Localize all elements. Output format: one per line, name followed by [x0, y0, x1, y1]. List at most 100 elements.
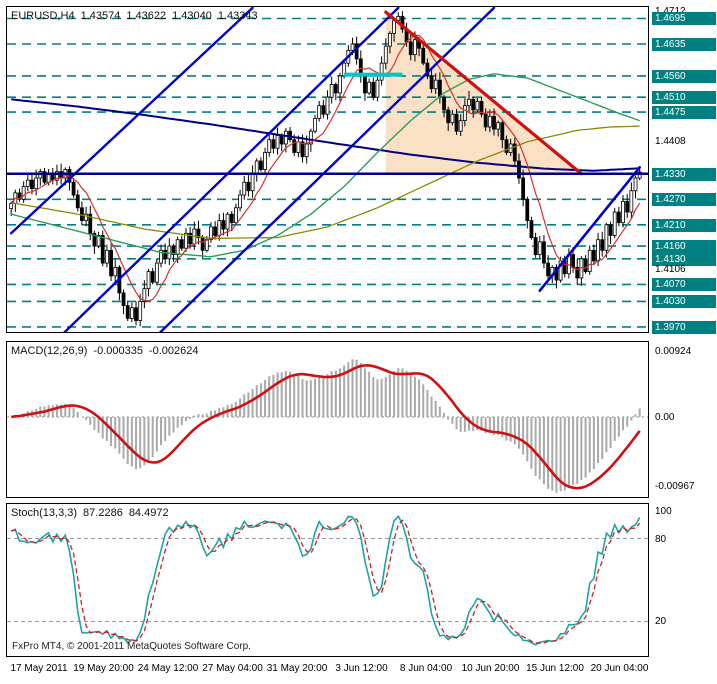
candle-body — [371, 81, 376, 98]
candle-body — [188, 232, 193, 245]
time-axis[interactable]: 17 May 2011 19 May 20:00 24 May 12:00 27 Ma… — [6, 659, 711, 681]
ascending-channel-2-trendline[interactable] — [57, 7, 400, 332]
stochastic-axis[interactable]: 100 80 20 — [652, 503, 716, 657]
candle-body — [504, 139, 509, 153]
price-level-chip: 1.4160 — [652, 240, 716, 254]
low-value: 1.43040 — [172, 10, 212, 22]
macd-axis[interactable]: 0.00924 0.00 -0.00967 — [652, 341, 716, 498]
stoch-k-line[interactable] — [10, 514, 641, 646]
ma-olive-line[interactable] — [11, 125, 640, 240]
candle-body — [134, 307, 138, 321]
candle-body — [612, 211, 617, 236]
candle-body — [629, 190, 634, 213]
stochastic-title: Stoch(13,3,3) 87.2286 84.4972 — [11, 507, 175, 519]
ma-navy-line[interactable] — [11, 98, 640, 172]
candle-body — [454, 113, 459, 132]
candle-body — [80, 207, 84, 221]
candle-body — [517, 160, 521, 179]
macd-signal-line[interactable] — [10, 364, 641, 490]
candle-body — [42, 171, 47, 183]
high-value: 1.43622 — [126, 10, 167, 22]
candle-body — [475, 101, 480, 111]
candle-body — [450, 113, 455, 124]
candle-body — [375, 79, 380, 98]
candle-body — [383, 45, 388, 64]
price-axis-tick: 1.4712 — [655, 5, 716, 18]
macd-axis-tick: 0.00924 — [655, 346, 692, 357]
stoch-axis-tick: 20 — [655, 616, 667, 628]
candle-body — [55, 171, 59, 181]
price-level-chip: 1.4510 — [652, 91, 716, 105]
candle-body — [462, 105, 467, 121]
macd-panel[interactable] — [6, 341, 649, 498]
candle-body — [467, 98, 471, 107]
candle-body — [88, 213, 93, 234]
candle-body — [587, 249, 592, 272]
candle-body — [616, 211, 621, 224]
candle-body — [150, 271, 155, 283]
candle-body — [525, 198, 530, 221]
candle-body — [275, 135, 280, 149]
macd-canvas[interactable] — [7, 342, 648, 497]
ma-red-line[interactable] — [10, 34, 641, 302]
candle-body — [521, 177, 526, 200]
ma-green-line[interactable] — [11, 73, 640, 258]
candle-body — [329, 84, 334, 98]
price-level-chip: 1.4560 — [652, 69, 716, 83]
candle-body — [30, 179, 34, 190]
candle-body — [537, 241, 542, 255]
price-axis-tick: 1.4408 — [655, 135, 686, 147]
candle-body — [46, 173, 51, 183]
candle-body — [250, 173, 255, 192]
price-axis-tick: 1.4106 — [655, 264, 686, 276]
candle-body — [583, 258, 588, 272]
candle-body — [21, 186, 26, 200]
candle-body — [533, 237, 538, 255]
candle-body — [234, 207, 238, 224]
time-axis-label: 19 May 20:00 — [73, 663, 134, 674]
ascending-support-june-trendline[interactable] — [538, 166, 641, 293]
candle-body — [267, 139, 272, 153]
candle-body — [458, 120, 463, 132]
candle-body — [608, 224, 613, 236]
macd-axis-tick: -0.00967 — [655, 481, 695, 493]
macd-signal-value: -0.002624 — [148, 345, 199, 357]
candle-body — [225, 213, 230, 230]
price-level-chip: 1.4130 — [652, 252, 716, 266]
candle-body — [433, 79, 438, 90]
candle-body — [154, 262, 159, 283]
candle-body — [492, 115, 496, 130]
candle-body — [292, 139, 297, 153]
price-level-chip: 1.4635 — [652, 38, 716, 51]
stochastic-panel[interactable] — [6, 503, 649, 657]
candle-body — [354, 43, 359, 60]
time-axis-label: 3 Jun 12:00 — [335, 663, 388, 674]
candle-body — [388, 32, 392, 47]
candle-body — [429, 75, 434, 90]
candle-body — [242, 181, 247, 196]
price-chart-panel[interactable] — [6, 6, 649, 333]
candle-body — [25, 179, 30, 187]
price-level-chip: 1.4695 — [652, 12, 716, 26]
price-level-chip: 1.3970 — [652, 320, 716, 334]
stoch-d-line[interactable] — [11, 518, 641, 644]
time-axis-label: 20 Jun 04:00 — [590, 663, 649, 674]
candle-body — [34, 177, 39, 190]
close-value: 1.43343 — [217, 10, 258, 22]
candle-body — [621, 201, 625, 224]
candle-body — [304, 143, 309, 158]
candle-body — [363, 75, 367, 94]
stochastic-canvas[interactable] — [7, 504, 648, 656]
descending-resistance-trendline[interactable] — [384, 10, 584, 176]
candle-body — [100, 235, 105, 264]
ascending-channel-1-trendline[interactable] — [9, 7, 254, 235]
candle-body — [221, 220, 226, 230]
candle-body — [604, 224, 609, 251]
candle-body — [113, 266, 118, 277]
candle-body — [408, 41, 413, 56]
price-chart-canvas[interactable] — [7, 7, 648, 332]
chart-title: EURUSD,H4 1.43574 1.43622 1.43040 1.43343 — [11, 10, 264, 22]
time-axis-label: 31 May 20:00 — [266, 663, 328, 674]
candle-body — [17, 192, 22, 200]
